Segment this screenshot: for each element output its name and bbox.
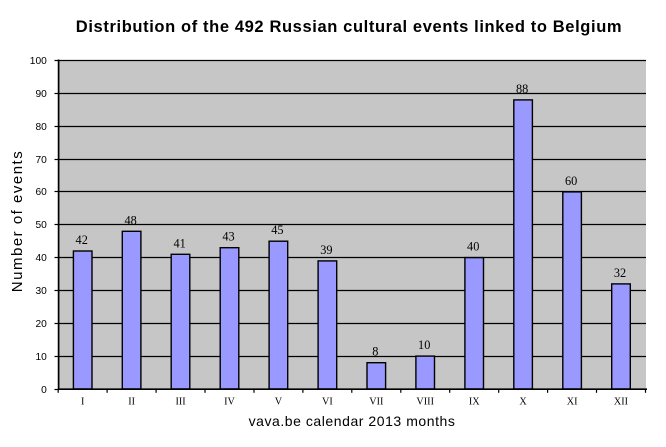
svg-text:40: 40 xyxy=(35,253,47,264)
svg-text:88: 88 xyxy=(516,82,528,96)
svg-text:XII: XII xyxy=(614,397,629,408)
svg-text:45: 45 xyxy=(271,223,283,237)
svg-text:43: 43 xyxy=(222,230,234,244)
svg-text:60: 60 xyxy=(35,187,47,198)
svg-text:42: 42 xyxy=(76,233,88,247)
svg-text:X: X xyxy=(519,397,527,408)
svg-text:IV: IV xyxy=(224,397,235,408)
svg-text:10: 10 xyxy=(35,352,47,363)
svg-text:IX: IX xyxy=(469,397,480,408)
svg-text:0: 0 xyxy=(41,385,47,396)
svg-text:8: 8 xyxy=(372,345,378,359)
svg-text:80: 80 xyxy=(35,122,47,133)
svg-text:20: 20 xyxy=(35,319,47,330)
svg-text:70: 70 xyxy=(35,155,47,166)
svg-text:VII: VII xyxy=(369,397,384,408)
svg-text:III: III xyxy=(176,397,187,408)
svg-text:48: 48 xyxy=(124,213,136,227)
svg-text:39: 39 xyxy=(320,243,332,257)
svg-text:Distribution of the 492 Russia: Distribution of the 492 Russian cultural… xyxy=(76,18,622,36)
svg-text:VIII: VIII xyxy=(416,397,434,408)
svg-text:90: 90 xyxy=(35,89,47,100)
svg-text:32: 32 xyxy=(614,266,626,280)
svg-text:100: 100 xyxy=(30,56,47,67)
svg-text:I: I xyxy=(81,397,85,408)
svg-text:50: 50 xyxy=(35,220,47,231)
svg-text:VI: VI xyxy=(322,397,333,408)
svg-text:60: 60 xyxy=(565,174,577,188)
svg-text:V: V xyxy=(275,397,283,408)
svg-text:XI: XI xyxy=(567,397,578,408)
svg-text:40: 40 xyxy=(467,240,479,254)
svg-text:Number of events: Number of events xyxy=(9,150,26,292)
svg-text:41: 41 xyxy=(173,236,185,250)
svg-text:II: II xyxy=(128,397,135,408)
svg-text:30: 30 xyxy=(35,286,47,297)
svg-text:vava.be calendar 2013 months: vava.be calendar 2013 months xyxy=(249,413,456,429)
svg-text:10: 10 xyxy=(418,338,430,352)
